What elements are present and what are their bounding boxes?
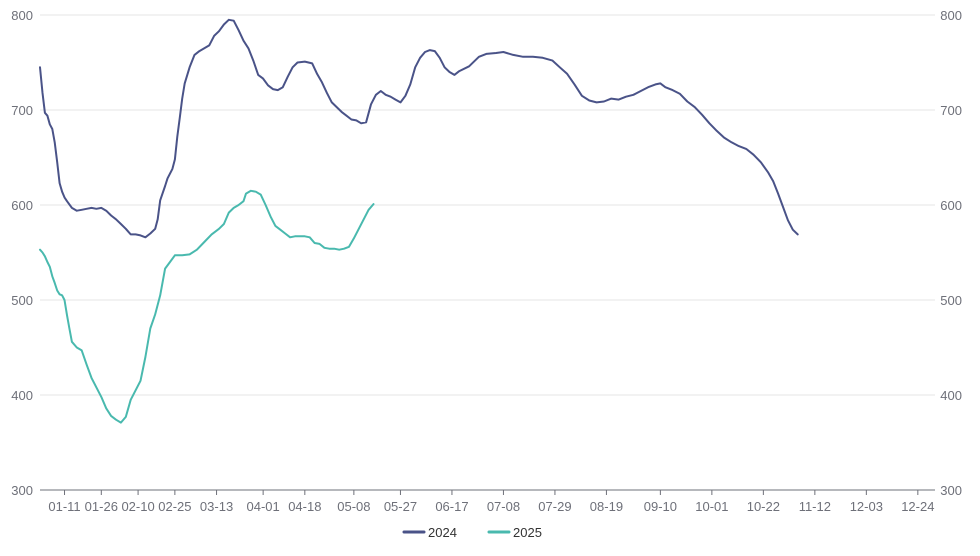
- series-lines: [39, 18, 799, 424]
- y-tick-label-left: 600: [11, 198, 33, 213]
- x-tick-label: 06-17: [435, 499, 468, 514]
- x-tick-label: 02-25: [158, 499, 191, 514]
- x-tick-label: 10-22: [747, 499, 780, 514]
- right-y-axis: 300 400 500 600 700 800: [940, 8, 962, 498]
- left-y-axis: 300 400 500 600 700 800: [11, 8, 33, 498]
- y-tick-label-left: 500: [11, 293, 33, 308]
- x-tick-label: 02-10: [121, 499, 154, 514]
- legend[interactable]: 2024 2025: [402, 525, 542, 540]
- x-tick-label: 07-29: [538, 499, 571, 514]
- legend-item-2024[interactable]: 2024: [402, 525, 457, 540]
- x-tick-label: 01-26: [85, 499, 118, 514]
- y-tick-label-right: 800: [940, 8, 962, 23]
- y-tick-label-right: 600: [940, 198, 962, 213]
- y-tick-label-left: 700: [11, 103, 33, 118]
- series-line-2024: [39, 18, 799, 239]
- x-tick-label: 03-13: [200, 499, 233, 514]
- x-tick-label: 04-18: [288, 499, 321, 514]
- legend-label: 2025: [513, 525, 542, 540]
- x-tick-label: 10-01: [695, 499, 728, 514]
- x-tick-label: 04-01: [247, 499, 280, 514]
- y-tick-label-right: 700: [940, 103, 962, 118]
- x-tick-label: 12-24: [901, 499, 934, 514]
- y-tick-label-right: 500: [940, 293, 962, 308]
- y-tick-label-right: 300: [940, 483, 962, 498]
- series-line-2025: [39, 189, 375, 424]
- x-tick-label: 05-08: [337, 499, 370, 514]
- x-tick-label: 07-08: [487, 499, 520, 514]
- x-tick-label: 05-27: [384, 499, 417, 514]
- x-tick-label: 11-12: [799, 499, 831, 514]
- legend-item-2025[interactable]: 2025: [487, 525, 542, 540]
- x-tick-label: 01-11: [48, 499, 80, 514]
- x-tick-label: 08-19: [590, 499, 623, 514]
- y-tick-label-left: 400: [11, 388, 33, 403]
- x-axis: 01-11 01-26 02-10 02-25 03-13 04-01 04-18 05-08…: [40, 489, 935, 514]
- gridlines: [40, 14, 935, 396]
- x-tick-label: 12-03: [850, 499, 883, 514]
- legend-label: 2024: [428, 525, 457, 540]
- y-tick-label-right: 400: [940, 388, 962, 403]
- x-tick-label: 09-10: [644, 499, 677, 514]
- y-tick-label-left: 300: [11, 483, 33, 498]
- y-tick-label-left: 800: [11, 8, 33, 23]
